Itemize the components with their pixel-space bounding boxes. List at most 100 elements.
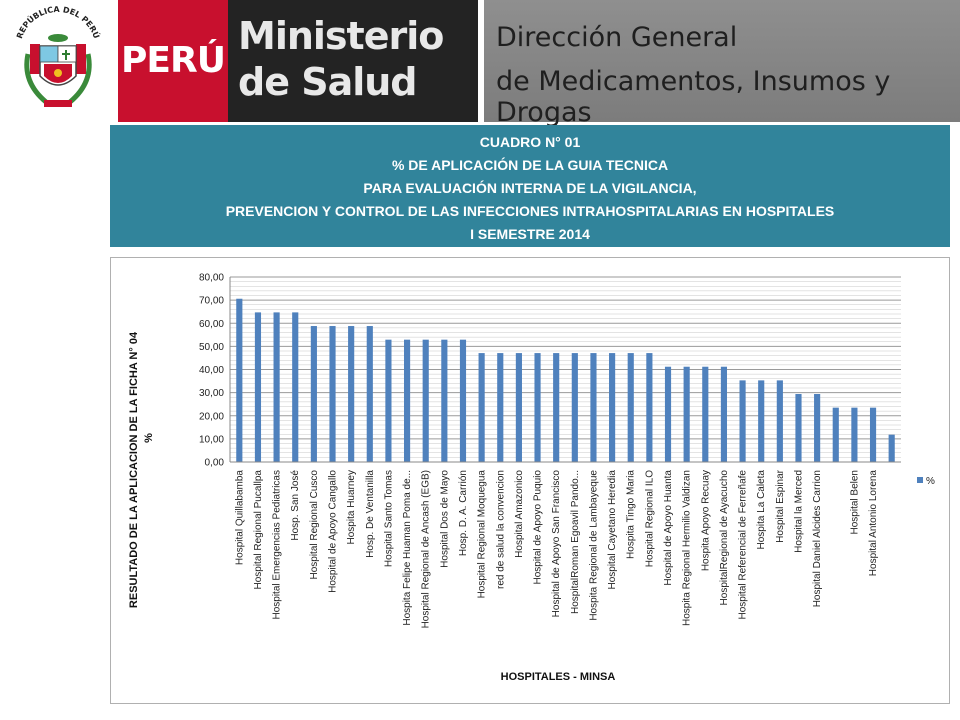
x-axis-title: HOSPITALES - MINSA [501, 671, 616, 683]
x-category-label: Hospita Tingo Maria [626, 470, 637, 559]
report-title-box: CUADRO N° 01 % DE APLICACIÓN DE LA GUIA … [110, 125, 950, 247]
x-category-label: Hospital Regional Cusco [309, 470, 320, 580]
x-category-label: Hospital de Apoyo Puquio [533, 470, 544, 585]
bar [515, 353, 522, 462]
ministry-name-line1: Ministerio [238, 14, 444, 58]
x-category-label: HospitalRoman Egoavil Pando... [570, 470, 581, 614]
bar [702, 366, 709, 462]
x-category-label: Hospital Espinar [775, 469, 786, 542]
bar [683, 366, 690, 462]
title-line-percentage: % DE APLICACIÓN DE LA GUIA TECNICA [391, 157, 669, 173]
x-category-label: Hospital Regional de Ancash (EGB) [421, 470, 432, 628]
chart-canvas: 0,00 10,00 20,00 30,00 40,00 50,00 60,00 70,00 8… [128, 273, 935, 684]
x-category-label: Hospita Regional Hermilio Valdizan [682, 470, 693, 626]
bar [348, 326, 355, 462]
y-tick-label: 50,00 [199, 342, 224, 353]
bar [310, 326, 317, 462]
bar [254, 312, 262, 462]
x-category-label: Hospita Regional de Lambayeque [588, 470, 599, 621]
bar [814, 394, 821, 462]
x-category-label: Hospital Amazonico [514, 470, 525, 558]
x-category-label: Hosp. De Ventanilla [365, 470, 376, 558]
coat-of-arms-icon: REPÚBLICA DEL PERÚ [15, 5, 103, 107]
bar [403, 339, 411, 462]
bar [329, 326, 336, 462]
x-category-label: Hosp. D. A. Carrión [458, 470, 469, 556]
bar [459, 339, 467, 462]
x-category-label: Hospital Quillabamba [234, 470, 245, 565]
x-category-label: Hospita Apoyo Recuay [700, 470, 711, 571]
title-line-prevention: PREVENCION Y CONTROL DE LAS INFECCIONES … [225, 203, 835, 219]
bar [571, 353, 578, 462]
y-tick-label: 70,00 [199, 296, 224, 307]
y-tick-label: 30,00 [199, 388, 224, 399]
x-category-label: Hospital Daniel Alcides Carrion [812, 470, 823, 607]
ministry-name-line2: de Salud [238, 60, 417, 104]
bar [292, 312, 299, 462]
directorate-brand-block: Dirección General de Medicamentos, Insum… [484, 0, 960, 128]
bar [422, 339, 429, 462]
bar [441, 339, 448, 462]
bar [776, 380, 783, 462]
bar [553, 353, 560, 462]
y-axis-title: RESULTADO DE LA APLICACION DE LA FICHA N… [128, 331, 140, 608]
title-line-table-number: CUADRO N° 01 [479, 134, 581, 150]
x-category-label: Hospita Felipe Huaman Poma de... [402, 470, 413, 626]
bar [497, 353, 504, 462]
bar [851, 407, 858, 462]
title-line-evaluation: PARA EVALUACIÓN INTERNA DE LA VIGILANCIA… [363, 180, 697, 196]
gridlines [230, 276, 901, 463]
x-axis-categories: Hospital Quillabamba Hospital Regional Pu… [234, 469, 879, 628]
y-tick-label: 60,00 [199, 319, 224, 330]
bar-chart: 0,00 10,00 20,00 30,00 40,00 50,00 60,00 70,00 8… [110, 257, 950, 704]
peru-brand-block: PERÚ [118, 0, 228, 122]
x-category-label: Hospital Regional Pucallpa [253, 470, 264, 590]
bar [664, 366, 672, 462]
bar [366, 326, 373, 462]
bar [646, 353, 653, 462]
x-category-label: Hospital Regional Moquegua [477, 470, 488, 599]
bar [869, 407, 877, 462]
header-banner: REPÚBLICA DEL PERÚ PERÚ Ministerio de Sa… [0, 0, 960, 128]
bar [273, 312, 280, 462]
bar [627, 353, 634, 462]
legend: % [917, 476, 935, 487]
y-tick-label: 80,00 [199, 273, 224, 284]
bar [236, 298, 243, 462]
x-category-label: Hospital la Merced [793, 470, 804, 553]
x-category-label: Hospital Dos de Mayo [439, 470, 450, 568]
x-category-label: red de salud la convencion [495, 470, 506, 589]
directorate-name-line2: de Medicamentos, Insumos y Drogas [496, 66, 891, 128]
y-tick-label: 40,00 [199, 365, 224, 376]
x-category-label: Hospital Cayetano Heredia [607, 470, 618, 590]
x-category-label: Hospita Huarney [346, 470, 357, 544]
y-tick-label: 0,00 [205, 458, 225, 469]
x-category-label: Hosp. San José [290, 470, 301, 541]
bar [609, 353, 616, 462]
x-category-label: Hospital Antonio Lorena [868, 470, 879, 577]
legend-label: % [926, 476, 935, 487]
x-category-label: Hospital Santo Tomas [383, 470, 394, 567]
banner-divider [478, 0, 484, 122]
y-tick-label: 20,00 [199, 411, 224, 422]
bar [758, 380, 765, 462]
x-category-label: Hospital de Apoyo Huanta [663, 470, 674, 586]
bar [832, 407, 839, 462]
x-category-label: Hospital de Apoyo Cangallo [328, 470, 339, 593]
directorate-name-line1: Dirección General [496, 22, 738, 53]
x-category-label: Hospital Emergencias Pediatricas [272, 470, 283, 620]
title-line-semester: I SEMESTRE 2014 [470, 226, 590, 242]
ministry-brand-block: Ministerio de Salud [228, 0, 478, 122]
y-axis-ticks: 0,00 10,00 20,00 30,00 40,00 50,00 60,00 70,00 8… [199, 273, 224, 469]
bar [888, 434, 895, 462]
bar [739, 380, 746, 462]
bar [534, 353, 541, 462]
bar [385, 339, 392, 462]
bar [590, 353, 597, 462]
bar [795, 394, 802, 462]
x-category-label: Hospital Belen [849, 470, 860, 534]
x-category-label: Hospital Regional ILO [644, 470, 655, 567]
x-category-label: Hospital Referencial de Ferreñafe [738, 470, 749, 620]
x-category-label: HospitalRegional de Ayacucho [719, 470, 730, 606]
peru-wordmark: PERÚ [121, 40, 226, 81]
